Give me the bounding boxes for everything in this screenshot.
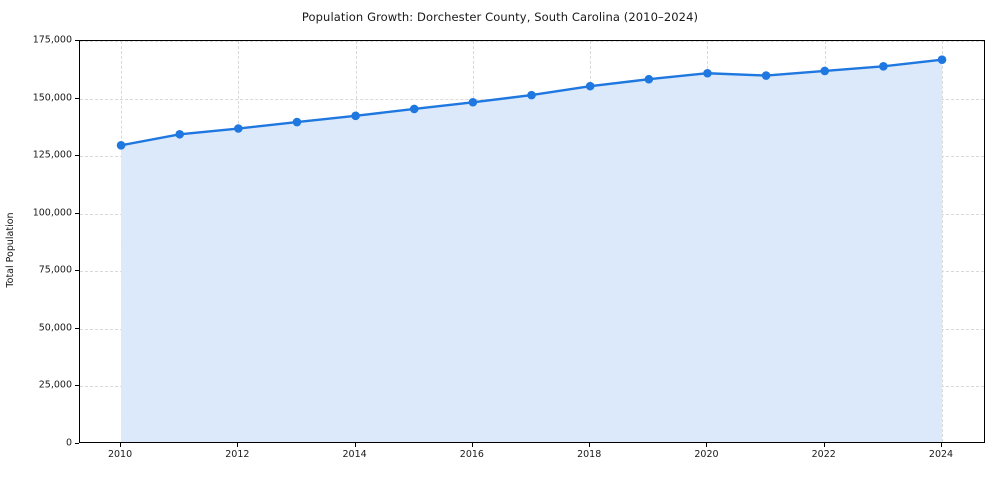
x-axis-tick-label: 2014 bbox=[342, 449, 367, 460]
data-point-marker bbox=[527, 90, 536, 100]
y-axis-tick-mark bbox=[75, 212, 79, 214]
data-point-marker bbox=[292, 117, 302, 127]
x-axis-tick-mark bbox=[471, 443, 473, 447]
data-point-marker bbox=[937, 55, 947, 64]
data-point-marker bbox=[409, 104, 419, 114]
y-axis-tick-label: 50,000 bbox=[38, 322, 72, 334]
data-point-marker bbox=[585, 81, 595, 91]
data-point-marker bbox=[820, 66, 830, 76]
plot-area bbox=[79, 40, 985, 443]
x-axis-tick-label: 2022 bbox=[811, 449, 836, 460]
y-axis-tick-mark bbox=[75, 270, 79, 272]
x-axis-tick-marks bbox=[79, 443, 985, 447]
y-axis-tick-labels: 0 25,000 50,000 75,000 100,000 125,000 150,000… bbox=[12, 35, 72, 449]
y-axis-tick-mark bbox=[75, 155, 79, 157]
x-axis-tick-mark bbox=[354, 443, 356, 447]
x-axis-tick-mark bbox=[941, 443, 943, 447]
x-axis-tick-mark bbox=[589, 443, 591, 447]
x-axis-tick-label: 2012 bbox=[225, 449, 250, 460]
data-point-marker bbox=[351, 111, 360, 121]
x-axis-tick-label: 2018 bbox=[577, 449, 602, 460]
x-axis-tick-mark bbox=[823, 443, 825, 447]
gridline-horizontal bbox=[80, 41, 984, 42]
y-axis-tick-label: 175,000 bbox=[32, 34, 72, 46]
x-axis-tick-label: 2016 bbox=[459, 449, 484, 460]
y-axis-tick-mark bbox=[75, 40, 79, 41]
data-point-marker bbox=[703, 68, 712, 78]
x-axis-tick-labels: 2010 2012 2014 2016 2018 2020 2022 2024 bbox=[79, 449, 985, 469]
line-series-svg bbox=[116, 55, 947, 442]
data-point-marker bbox=[644, 74, 654, 84]
y-axis-tick-mark bbox=[75, 97, 79, 99]
y-axis-tick-mark bbox=[75, 385, 79, 387]
y-axis-tick-label: 25,000 bbox=[38, 379, 72, 391]
data-point-markers bbox=[116, 55, 947, 150]
data-point-marker bbox=[879, 62, 888, 71]
data-point-marker bbox=[116, 141, 126, 150]
area-fill-path bbox=[121, 59, 943, 442]
y-axis-tick-mark bbox=[75, 443, 79, 444]
data-point-marker bbox=[234, 124, 243, 133]
x-axis-tick-label: 2010 bbox=[107, 449, 133, 460]
x-axis-tick-label: 2024 bbox=[928, 449, 954, 460]
chart-title: Population Growth: Dorchester County, So… bbox=[301, 10, 699, 24]
x-axis-tick-label: 2020 bbox=[694, 449, 719, 460]
gridline-vertical bbox=[942, 41, 944, 442]
y-axis-tick-label: 150,000 bbox=[32, 92, 72, 104]
data-point-marker bbox=[175, 129, 184, 139]
y-axis-tick-label: 125,000 bbox=[32, 149, 72, 161]
y-axis-tick-mark bbox=[75, 327, 79, 329]
x-axis-tick-mark bbox=[706, 443, 708, 447]
data-point-marker bbox=[468, 97, 478, 107]
y-axis-tick-label: 100,000 bbox=[32, 207, 72, 219]
data-point-marker bbox=[761, 71, 771, 80]
y-axis-tick-label: 0 bbox=[65, 437, 72, 449]
y-axis-tick-label: 75,000 bbox=[38, 264, 72, 276]
x-axis-tick-mark bbox=[120, 443, 122, 447]
y-axis-tick-marks bbox=[75, 40, 79, 444]
x-axis-tick-mark bbox=[237, 443, 239, 447]
